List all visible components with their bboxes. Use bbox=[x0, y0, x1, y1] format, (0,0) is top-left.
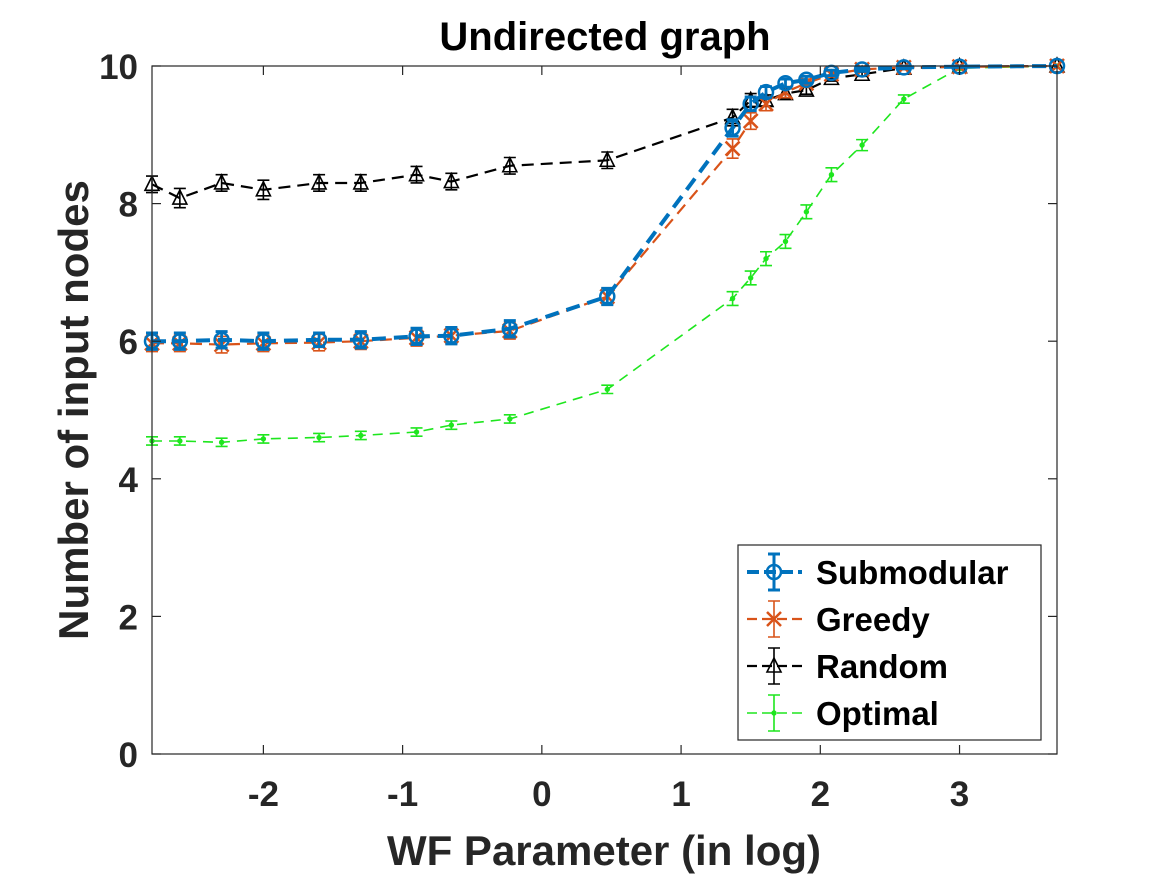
legend-marker bbox=[766, 611, 782, 627]
data-point bbox=[798, 71, 815, 89]
x-tick-label: 3 bbox=[950, 775, 969, 814]
data-point bbox=[358, 432, 364, 439]
data-point bbox=[408, 328, 425, 345]
error-bar bbox=[856, 65, 869, 73]
y-tick-label: 4 bbox=[119, 461, 139, 500]
legend-error-bar bbox=[768, 552, 780, 592]
error-bar bbox=[726, 118, 739, 138]
data-point bbox=[859, 142, 865, 148]
data-point bbox=[758, 95, 774, 112]
legend-label: Greedy bbox=[816, 601, 930, 638]
data-point bbox=[352, 331, 370, 349]
data-point bbox=[853, 61, 871, 78]
chart-title: Undirected graph bbox=[439, 15, 770, 59]
x-tick-label: -2 bbox=[248, 775, 279, 814]
legend-marker bbox=[765, 656, 783, 673]
y-tick-label: 2 bbox=[119, 598, 138, 637]
legend-item-submodular: Submodular bbox=[747, 552, 1009, 592]
data-point bbox=[213, 331, 230, 349]
data-point bbox=[507, 416, 513, 422]
data-point bbox=[255, 180, 272, 197]
x-tick-label: -1 bbox=[387, 775, 418, 814]
data-point bbox=[316, 434, 322, 441]
data-point bbox=[777, 74, 794, 92]
error-bar bbox=[779, 77, 792, 89]
error-bar bbox=[410, 326, 423, 347]
axes: -2 -1 0 1 2 3 0 2 4 6 8 10 bbox=[99, 48, 1058, 814]
error-bar bbox=[173, 331, 186, 351]
error-bar bbox=[257, 331, 270, 351]
y-tick-label: 0 bbox=[119, 736, 138, 775]
data-point bbox=[757, 83, 775, 101]
legend-label: Optimal bbox=[816, 695, 939, 732]
plot-area bbox=[143, 56, 1066, 448]
data-point bbox=[501, 155, 519, 173]
data-point bbox=[598, 150, 616, 168]
y-tick-label: 10 bbox=[99, 48, 138, 87]
legend-marker bbox=[771, 710, 777, 716]
data-point bbox=[255, 332, 272, 350]
y-tick-label: 8 bbox=[119, 186, 138, 225]
data-point bbox=[763, 255, 769, 262]
data-point bbox=[218, 439, 225, 446]
data-point bbox=[443, 327, 460, 344]
data-point bbox=[724, 119, 741, 137]
legend: Submodular Greedy Random Optimal bbox=[737, 544, 1042, 741]
x-tick-label: 0 bbox=[532, 775, 551, 814]
data-point bbox=[310, 173, 328, 190]
error-bar bbox=[601, 286, 614, 307]
legend-label: Random bbox=[816, 648, 948, 685]
x-tick-label: 1 bbox=[671, 775, 690, 814]
data-point bbox=[443, 171, 460, 189]
y-tick-label: 6 bbox=[119, 323, 138, 362]
error-bar bbox=[825, 68, 838, 78]
legend-item-random: Random bbox=[747, 647, 948, 685]
data-point bbox=[782, 238, 789, 245]
data-point bbox=[604, 386, 610, 393]
axes-box bbox=[151, 65, 1058, 755]
series-line-submodular bbox=[152, 64, 1058, 344]
data-point bbox=[408, 164, 425, 182]
data-point bbox=[260, 436, 267, 442]
data-point bbox=[310, 331, 328, 349]
error-bar bbox=[354, 330, 367, 350]
data-point bbox=[724, 140, 741, 157]
error-bar bbox=[445, 326, 458, 346]
data-point bbox=[413, 429, 420, 435]
data-point bbox=[803, 209, 810, 215]
legend-label: Submodular bbox=[816, 554, 1009, 591]
data-point bbox=[171, 332, 189, 350]
data-point bbox=[352, 173, 370, 190]
data-point bbox=[448, 422, 455, 428]
data-point bbox=[901, 96, 907, 102]
series-submodular bbox=[143, 57, 1066, 351]
error-bar bbox=[215, 330, 228, 350]
error-bar bbox=[800, 74, 813, 85]
data-point bbox=[777, 83, 794, 101]
data-point bbox=[828, 172, 835, 178]
error-bar bbox=[503, 319, 516, 339]
data-point bbox=[177, 438, 183, 444]
data-point bbox=[742, 113, 759, 129]
data-point bbox=[742, 95, 759, 113]
data-point bbox=[895, 59, 913, 76]
data-point bbox=[213, 173, 230, 190]
data-point bbox=[747, 275, 754, 281]
data-point bbox=[171, 188, 189, 205]
legend-error-bar bbox=[768, 647, 780, 685]
y-axis-label: Number of input nodes bbox=[50, 180, 97, 640]
series-line-optimal bbox=[152, 65, 1058, 444]
legend-marker bbox=[765, 563, 783, 581]
legend-item-optimal: Optimal bbox=[747, 694, 939, 732]
data-point bbox=[501, 320, 519, 338]
data-point bbox=[729, 295, 736, 302]
x-axis-label: WF Parameter (in log) bbox=[387, 827, 821, 874]
legend-box bbox=[737, 544, 1042, 741]
legend-item-greedy: Greedy bbox=[747, 600, 930, 638]
x-tick-label: 2 bbox=[811, 775, 830, 814]
data-point bbox=[798, 80, 815, 97]
data-point bbox=[599, 288, 616, 305]
